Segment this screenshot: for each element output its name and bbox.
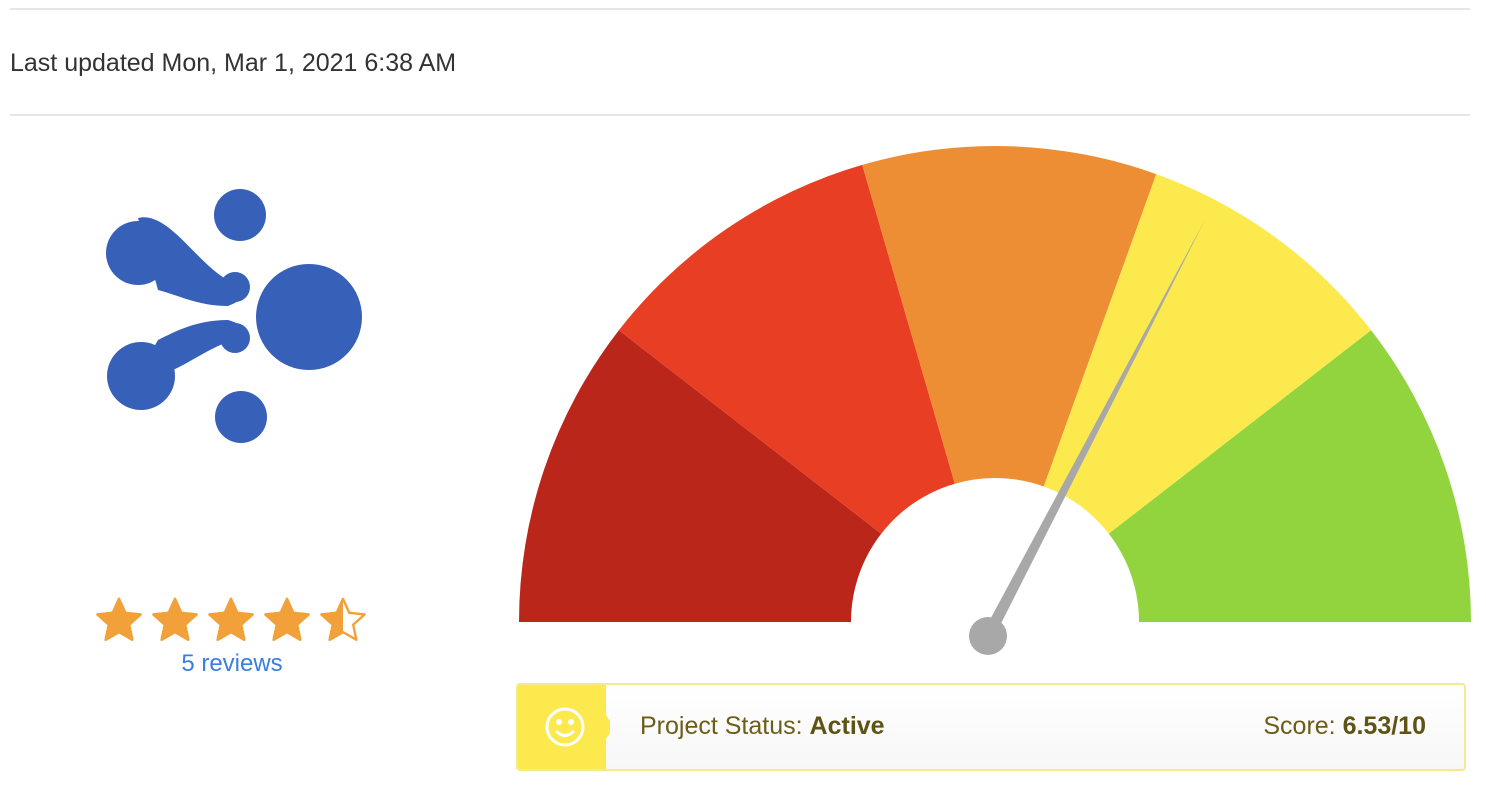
- gauge-segment-4: [1043, 174, 1372, 534]
- score-gauge: [519, 146, 1471, 655]
- star-full-icon: [152, 597, 198, 641]
- star-full-icon: [208, 597, 254, 641]
- gauge-needle: [982, 219, 1206, 639]
- score-label: Score:: [1263, 712, 1343, 740]
- gauge-segment-5: [1108, 330, 1471, 622]
- project-status-value: Active: [809, 712, 885, 740]
- project-status-bar: Project Status: Active Score: 6.53/10: [516, 683, 1466, 771]
- gauge-segment-1: [519, 330, 882, 622]
- gauge-needle-hub: [969, 617, 1007, 655]
- rating-stars: [92, 596, 372, 642]
- last-updated-text: Last updated Mon, Mar 1, 2021 6:38 AM: [10, 49, 457, 77]
- gauge-segment-3: [862, 146, 1157, 487]
- smiley-icon: [545, 707, 585, 747]
- header-divider: [10, 114, 1470, 116]
- molecule-dots-logo-icon: [106, 189, 362, 443]
- star-half-icon: [320, 597, 366, 641]
- star-full-icon: [96, 597, 142, 641]
- project-status-label: Project Status:: [640, 712, 810, 740]
- top-divider: [10, 8, 1470, 10]
- reviews-link[interactable]: 5 reviews: [181, 650, 283, 677]
- status-icon-box: [518, 685, 610, 769]
- score-text: Score: 6.53/10: [1263, 712, 1426, 741]
- score-value: 6.53/10: [1342, 712, 1426, 740]
- gauge-segment-2: [618, 164, 955, 534]
- star-full-icon: [264, 597, 310, 641]
- project-status-text: Project Status: Active: [640, 712, 885, 741]
